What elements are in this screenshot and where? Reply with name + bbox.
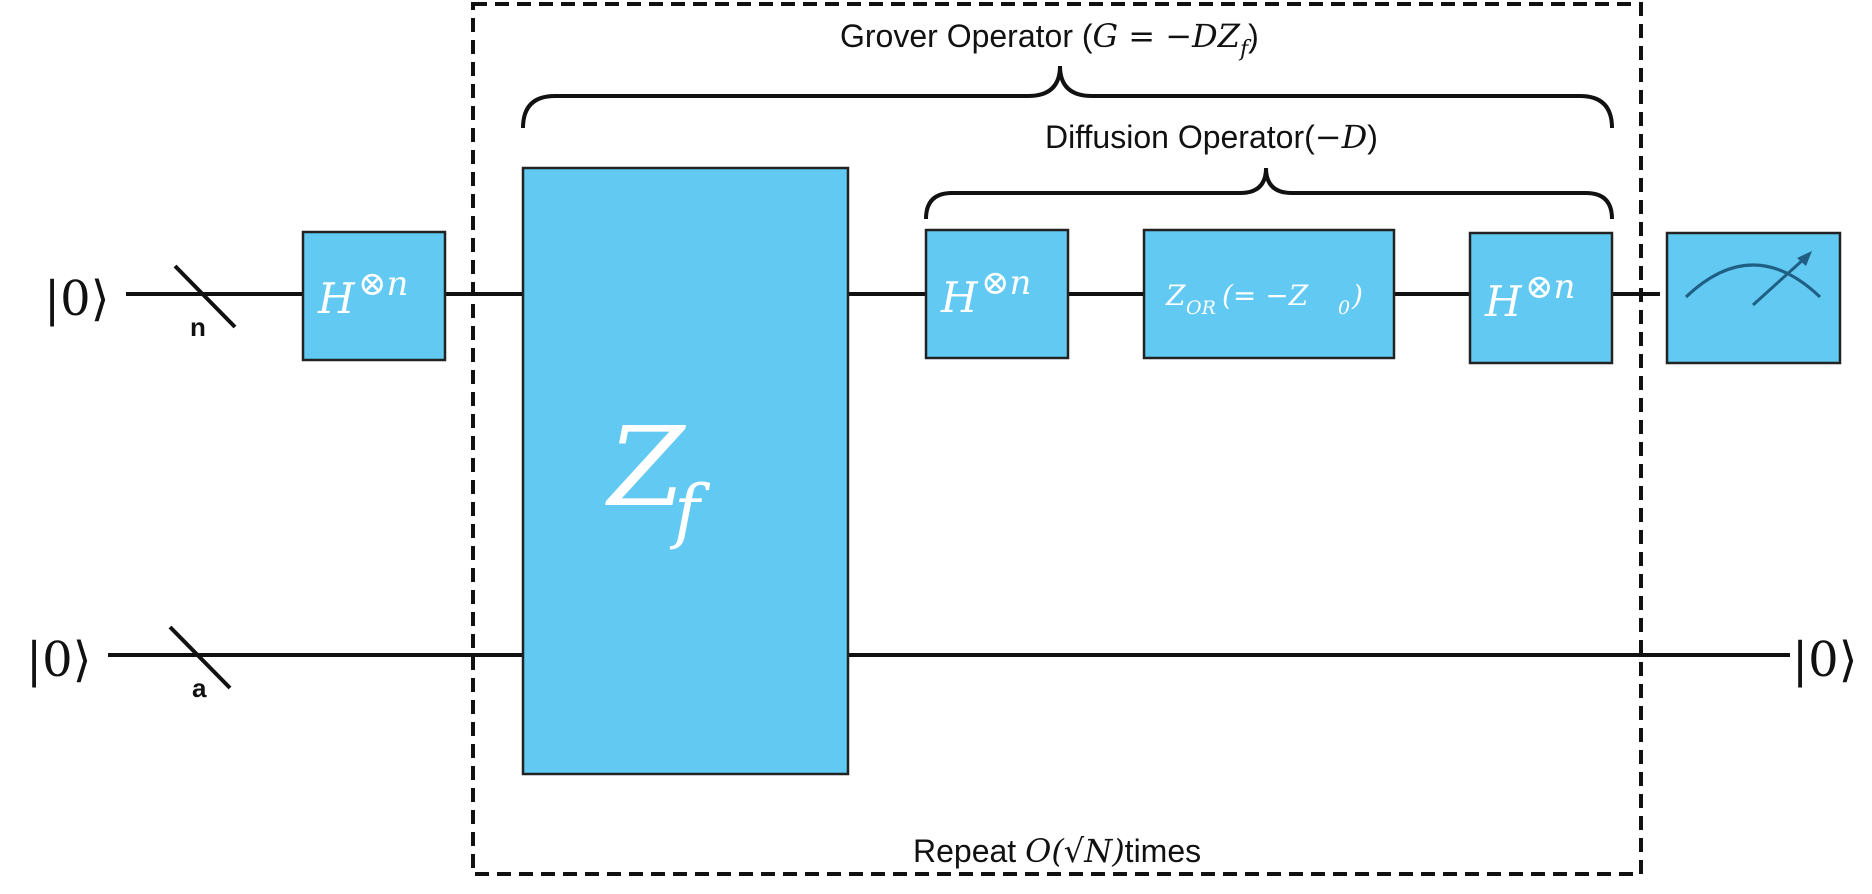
grover-label-prefix: Grover Operator ( [840, 18, 1093, 54]
diffusion-label-prefix: Diffusion Operator( [1045, 119, 1315, 155]
diffusion-brace [924, 167, 1614, 220]
hadamard-gate-3-base: H [1484, 277, 1523, 326]
zor-gate-close: ) [1351, 279, 1363, 312]
grover-label-math: G = −DZ [1093, 17, 1241, 55]
zor-gate-rest: (= −Z [1222, 279, 1309, 312]
hadamard-gate-2-base: H [940, 273, 979, 322]
bottom-input-ket: |0⟩ [26, 632, 91, 688]
meter-needle-icon [1751, 256, 1807, 307]
zor-gate-rest-sub: 0 [1338, 297, 1350, 319]
repeat-label-suffix: times [1125, 833, 1201, 869]
top-register-label: n [190, 312, 206, 342]
hadamard-gate-2-sup: ⊗n [981, 263, 1031, 303]
measurement-gate [1665, 231, 1842, 365]
zor-gate-sub: OR [1186, 297, 1216, 319]
hadamard-gate-3-sup: ⊗n [1525, 267, 1575, 307]
zor-gate-main: Z [1165, 279, 1186, 312]
grover-operator-label: Grover Operator (G = −DZf) [840, 17, 1259, 62]
diffusion-label-math: −D [1315, 118, 1367, 156]
repeat-label: Repeat O(√N)times [913, 832, 1201, 870]
top-register-slash [173, 264, 237, 329]
hadamard-gate-1-sup: ⊗n [358, 264, 408, 304]
meter-arc-icon [1684, 263, 1822, 299]
bottom-output-ket: |0⟩ [1792, 632, 1857, 688]
repeat-label-prefix: Repeat [913, 833, 1025, 869]
grover-label-suffix: ) [1248, 18, 1259, 54]
hadamard-gate-3: H ⊗n [1468, 231, 1614, 365]
meter-arrowhead-icon [1797, 251, 1812, 266]
oracle-gate-base: Z [605, 403, 686, 531]
hadamard-gate-2: H ⊗n [924, 228, 1070, 360]
oracle-gate-zf: Z f [521, 166, 850, 776]
bottom-register-label: a [192, 673, 207, 703]
repeat-label-math: O(√N) [1025, 832, 1125, 870]
zor-gate: Z OR (= −Z 0 ) [1142, 228, 1396, 360]
grover-brace [521, 65, 1614, 129]
diffusion-operator-label: Diffusion Operator(−D) [1045, 118, 1378, 156]
diffusion-label-suffix: ) [1367, 119, 1378, 155]
repeat-box [471, 2, 1643, 876]
top-input-ket: |0⟩ [44, 271, 109, 327]
hadamard-gate-1-base: H [317, 274, 356, 323]
hadamard-gate-1: H ⊗n [301, 230, 447, 362]
bottom-register-slash [168, 625, 232, 690]
